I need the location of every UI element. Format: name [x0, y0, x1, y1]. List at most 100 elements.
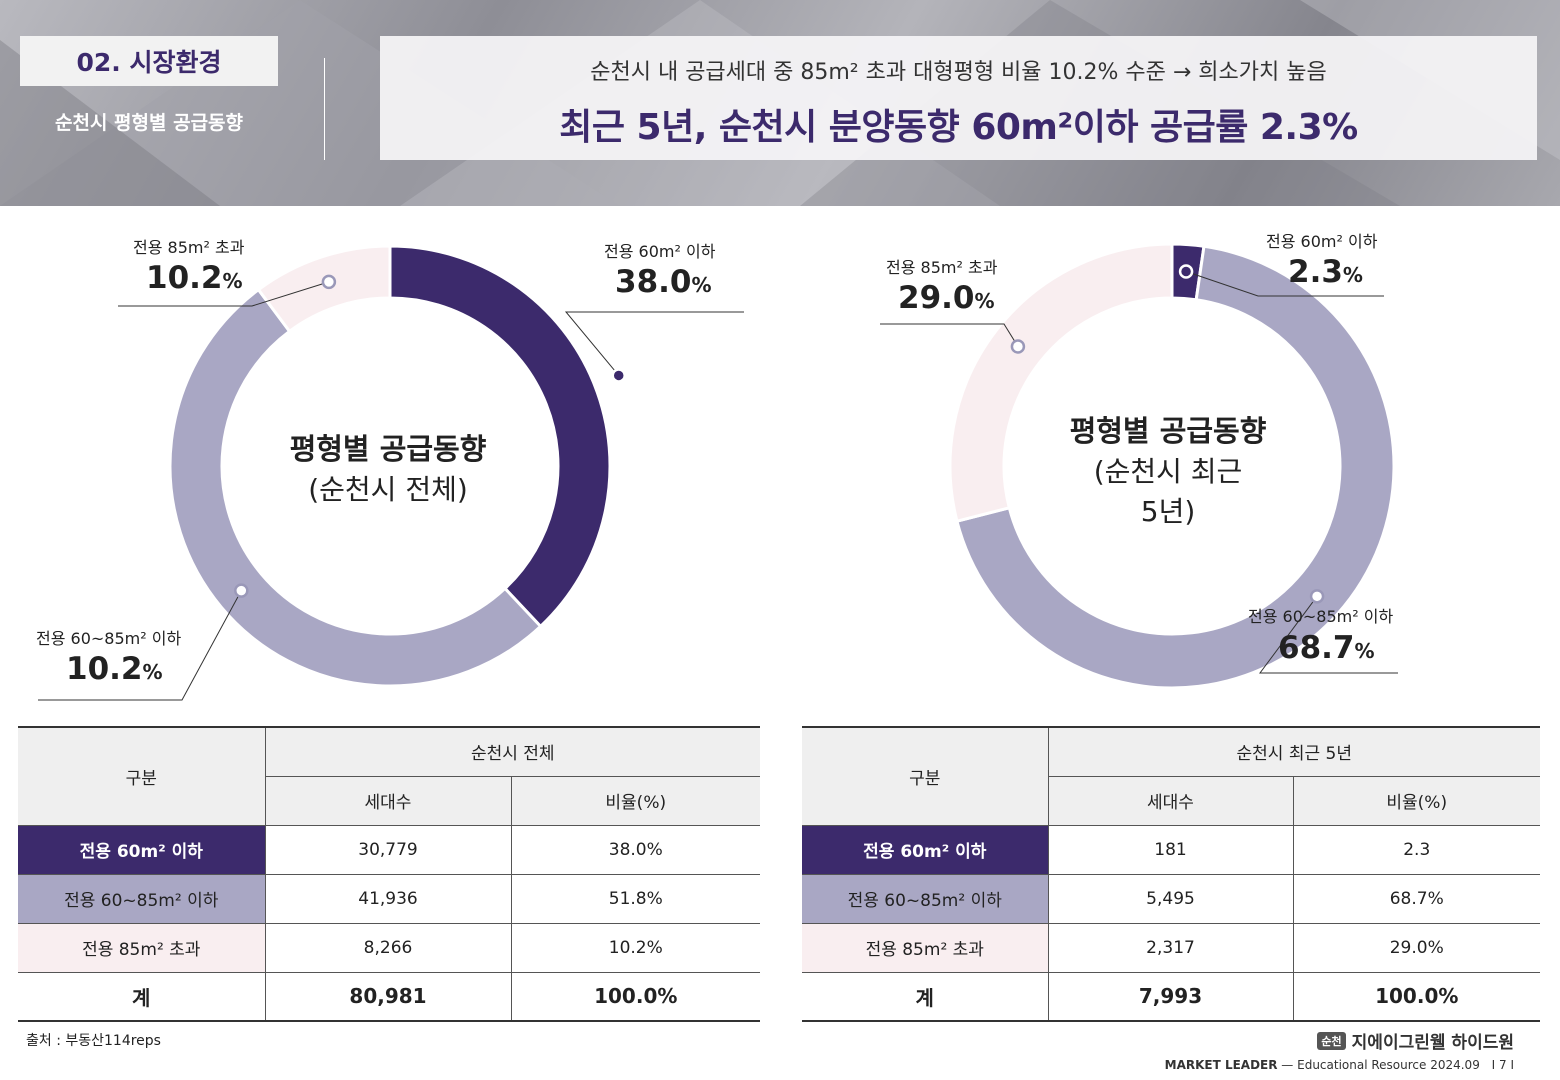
row-ratio: 10.2% — [510, 923, 761, 973]
row-category: 전용 60m² 이하 — [18, 825, 265, 875]
row-category: 전용 60~85m² 이하 — [802, 874, 1048, 924]
total-category: 계 — [802, 972, 1048, 1022]
row-units: 5,495 — [1047, 874, 1293, 924]
table-recent-header-units: 세대수 — [1047, 776, 1293, 826]
total-ratio: 100.0% — [1292, 972, 1540, 1022]
chart2-leader-dot-2 — [1309, 589, 1325, 604]
chart1-pct-large-unit: % — [222, 269, 243, 293]
chart2-leader-0 — [1185, 271, 1384, 297]
page-number: I 7 I — [1491, 1058, 1514, 1072]
footer-text: — Educational Resource 2024.09 — [1277, 1058, 1480, 1072]
table-total-header-group: 순천시 전체 — [264, 726, 761, 777]
chart2-leader-2 — [1259, 596, 1398, 674]
chart1-label-large: 전용 85m² 초과 — [133, 238, 245, 257]
chart2-pct-small: 2.3% — [1288, 254, 1363, 290]
table-total-header-units: 세대수 — [264, 776, 511, 826]
chart1-leader-dot-0 — [611, 368, 626, 383]
chart1-pct-large-value: 10.2 — [146, 260, 223, 296]
chart1-leader-2 — [38, 590, 242, 701]
row-category: 전용 85m² 초과 — [802, 923, 1048, 973]
chart2-pct-large: 29.0% — [898, 280, 995, 316]
chart1-slice-1 — [168, 287, 543, 688]
source-note: 출처 : 부동산114reps — [26, 1033, 161, 1049]
table-total-row: 계 80,981 100.0% — [18, 972, 761, 1022]
chart1-pct-small-value: 38.0 — [615, 264, 692, 300]
chart1-pct-small-unit: % — [691, 273, 712, 297]
total-ratio: 100.0% — [510, 972, 761, 1022]
row-category: 전용 85m² 초과 — [18, 923, 265, 973]
table-total-header-ratio: 비율(%) — [510, 776, 761, 826]
chart2-center-text: 평형별 공급동향 (순천시 최근 5년) — [1018, 408, 1318, 530]
headline-main: 최근 5년, 순천시 분양동향 60m²이하 공급률 2.3% — [559, 107, 1358, 148]
table-recent-header-category: 구분 — [802, 726, 1048, 826]
chart2-label-large: 전용 85m² 초과 — [886, 258, 998, 277]
row-category: 전용 60m² 이하 — [802, 825, 1048, 875]
section-subtitle: 순천시 평형별 공급동향 — [54, 112, 244, 134]
chart2-slice-1 — [955, 244, 1396, 690]
row-ratio: 51.8% — [510, 874, 761, 924]
chart2-pct-small-unit: % — [1342, 263, 1363, 287]
row-ratio: 2.3 — [1292, 825, 1540, 875]
chart2-slice-2 — [948, 242, 1174, 524]
brand-name: 지에이그린웰 하이드원 — [1351, 1033, 1514, 1053]
chart2-leader-1 — [880, 323, 1019, 347]
page-footer: MARKET LEADER — Educational Resource 202… — [1165, 1058, 1514, 1072]
table-recent-header-group: 순천시 최근 5년 — [1047, 726, 1540, 777]
row-ratio: 38.0% — [510, 825, 761, 875]
chart1-leader-dot-2 — [234, 583, 249, 598]
table-recent: 구분 순천시 최근 5년 세대수 비율(%) 전용 60m² 이하 181 2.… — [802, 726, 1540, 1022]
chart1-pct-mid: 10.2% — [66, 651, 163, 687]
chart2-subtitle-line1: (순천시 최근 — [1093, 455, 1243, 488]
header-banner: 02. 시장환경 순천시 평형별 공급동향 순천시 내 공급세대 중 85m² … — [0, 0, 1560, 206]
brand-logo: 순천 지에이그린웰 하이드원 — [1317, 1028, 1514, 1053]
chart2-pct-large-value: 29.0 — [898, 280, 975, 316]
chart2-pct-mid-unit: % — [1354, 639, 1375, 663]
total-units: 80,981 — [264, 972, 511, 1022]
chart1-leader-dot-1 — [321, 274, 337, 290]
chart2-leader-dot-1 — [1010, 339, 1026, 354]
row-units: 41,936 — [264, 874, 511, 924]
table-row: 전용 85m² 초과 8,266 10.2% — [18, 923, 761, 973]
table-row: 전용 60m² 이하 30,779 38.0% — [18, 825, 761, 875]
table-row: 전용 60~85m² 이하 41,936 51.8% — [18, 874, 761, 924]
section-label: 02. 시장환경 — [76, 48, 222, 77]
chart2-label-mid: 전용 60~85m² 이하 — [1248, 607, 1394, 626]
chart1-label-small: 전용 60m² 이하 — [604, 242, 716, 261]
chart1-slice-0 — [388, 244, 612, 629]
chart1-leader-0 — [564, 311, 744, 376]
section-label-box: 02. 시장환경 — [20, 36, 278, 86]
row-ratio: 29.0% — [1292, 923, 1540, 973]
chart1-leader-1 — [118, 281, 330, 307]
row-ratio: 68.7% — [1292, 874, 1540, 924]
brand-tag: 순천 — [1317, 1031, 1346, 1050]
table-row: 전용 60~85m² 이하 5,495 68.7% — [802, 874, 1540, 924]
chart1-label-mid: 전용 60~85m² 이하 — [36, 629, 182, 648]
total-category: 계 — [18, 972, 265, 1022]
chart1-title: 평형별 공급동향 — [289, 432, 487, 466]
row-units: 181 — [1047, 825, 1293, 875]
chart2-pct-large-unit: % — [974, 289, 995, 313]
chart1-subtitle: (순천시 전체) — [308, 473, 468, 506]
footer-brand: MARKET LEADER — [1164, 1058, 1278, 1072]
chart2-pct-small-value: 2.3 — [1288, 254, 1343, 290]
chart2-label-small: 전용 60m² 이하 — [1266, 232, 1378, 251]
headline-sub: 순천시 내 공급세대 중 85m² 초과 대형평형 비율 10.2% 수준 → … — [590, 60, 1327, 85]
row-units: 8,266 — [264, 923, 511, 973]
chart1-slice-2 — [256, 244, 392, 334]
chart2-subtitle-line2: 5년) — [1140, 495, 1196, 528]
table-row: 전용 85m² 초과 2,317 29.0% — [802, 923, 1540, 973]
row-units: 30,779 — [264, 825, 511, 875]
table-total-header-category: 구분 — [18, 726, 265, 826]
total-units: 7,993 — [1047, 972, 1293, 1022]
row-category: 전용 60~85m² 이하 — [18, 874, 265, 924]
header-divider — [324, 58, 325, 160]
table-row: 전용 60m² 이하 181 2.3 — [802, 825, 1540, 875]
chart1-center-text: 평형별 공급동향 (순천시 전체) — [238, 426, 538, 508]
chart1-pct-mid-unit: % — [142, 660, 163, 684]
chart1-pct-mid-value: 10.2 — [66, 651, 143, 687]
chart2-pct-mid-value: 68.7 — [1278, 630, 1355, 666]
row-units: 2,317 — [1047, 923, 1293, 973]
table-total: 구분 순천시 전체 세대수 비율(%) 전용 60m² 이하 30,779 38… — [18, 726, 761, 1022]
headline-box: 순천시 내 공급세대 중 85m² 초과 대형평형 비율 10.2% 수준 → … — [380, 36, 1537, 160]
chart2-pct-mid: 68.7% — [1278, 630, 1375, 666]
